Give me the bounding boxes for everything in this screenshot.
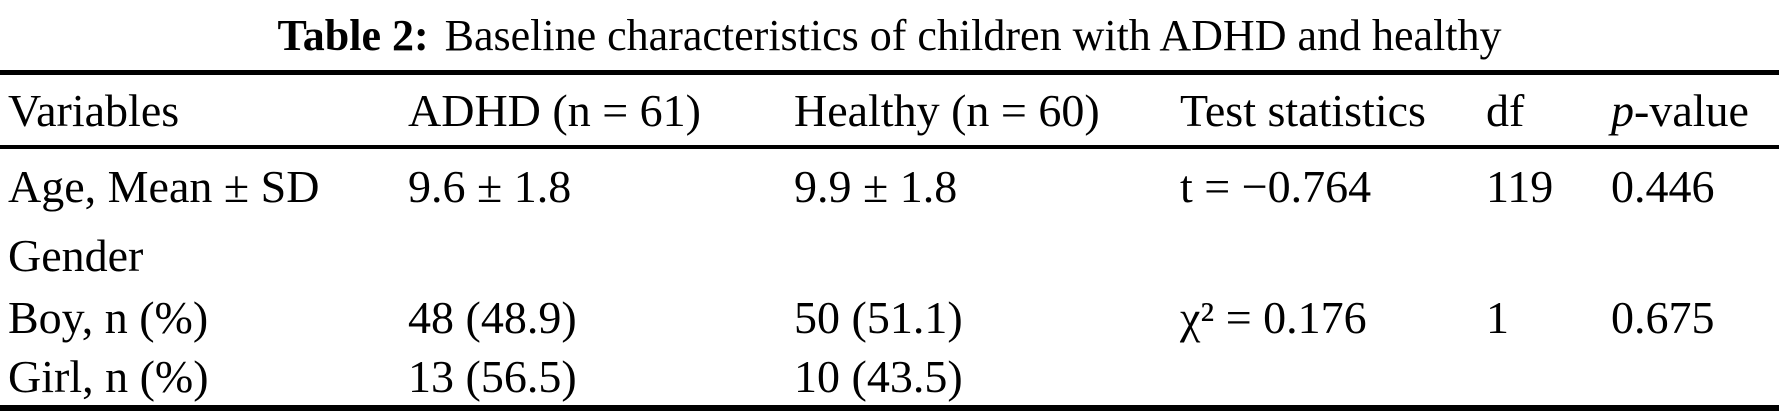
table-body: Age, Mean ± SD 9.6 ± 1.8 9.9 ± 1.8 t = −…	[0, 149, 1779, 405]
col-header-df: df	[1486, 84, 1525, 136]
table-cell: t = −0.764	[1180, 160, 1372, 212]
table-cell: Gender	[8, 229, 144, 281]
table-cell: 50 (51.1)	[794, 291, 963, 343]
table-cell: 9.6 ± 1.8	[408, 160, 572, 212]
table-cell: 0.675	[1611, 291, 1715, 343]
header-row: Variables ADHD (n = 61) Healthy (n = 60)…	[0, 75, 1779, 145]
table-row-age: Age, Mean ± SD 9.6 ± 1.8 9.9 ± 1.8 t = −…	[0, 149, 1779, 223]
table-cell: 9.9 ± 1.8	[794, 160, 958, 212]
top-rule	[0, 70, 1779, 75]
col-header-healthy: Healthy (n = 60)	[794, 84, 1100, 136]
table-row-gender: Gender	[0, 223, 1779, 287]
col-header-test-statistics: Test statistics	[1180, 84, 1426, 136]
bottom-rule	[0, 405, 1779, 411]
table-cell: 10 (43.5)	[794, 350, 963, 402]
header-rule	[0, 145, 1779, 149]
table-cell: Age, Mean ± SD	[8, 160, 320, 212]
table-caption-label: Table 2:	[277, 10, 429, 60]
table-cell: 119	[1486, 160, 1554, 212]
table-cell: χ² = 0.176	[1180, 291, 1367, 343]
table-cell: 13 (56.5)	[408, 350, 577, 402]
table-row-girl: Girl, n (%) 13 (56.5) 10 (43.5)	[0, 347, 1779, 405]
col-header-variables: Variables	[8, 84, 180, 136]
table-cell: 48 (48.9)	[408, 291, 577, 343]
table-cell: Boy, n (%)	[8, 291, 209, 343]
table-cell: 1	[1486, 291, 1509, 343]
table-caption: Table 2: Baseline characteristics of chi…	[0, 0, 1779, 70]
table-caption-text: Baseline characteristics of children wit…	[444, 10, 1502, 60]
table-cell: Girl, n (%)	[8, 350, 209, 402]
table-row-boy: Boy, n (%) 48 (48.9) 50 (51.1) χ² = 0.17…	[0, 287, 1779, 347]
col-header-p-value: p-value	[1611, 84, 1749, 136]
col-header-adhd: ADHD (n = 61)	[408, 84, 701, 136]
table-cell: 0.446	[1611, 160, 1715, 212]
